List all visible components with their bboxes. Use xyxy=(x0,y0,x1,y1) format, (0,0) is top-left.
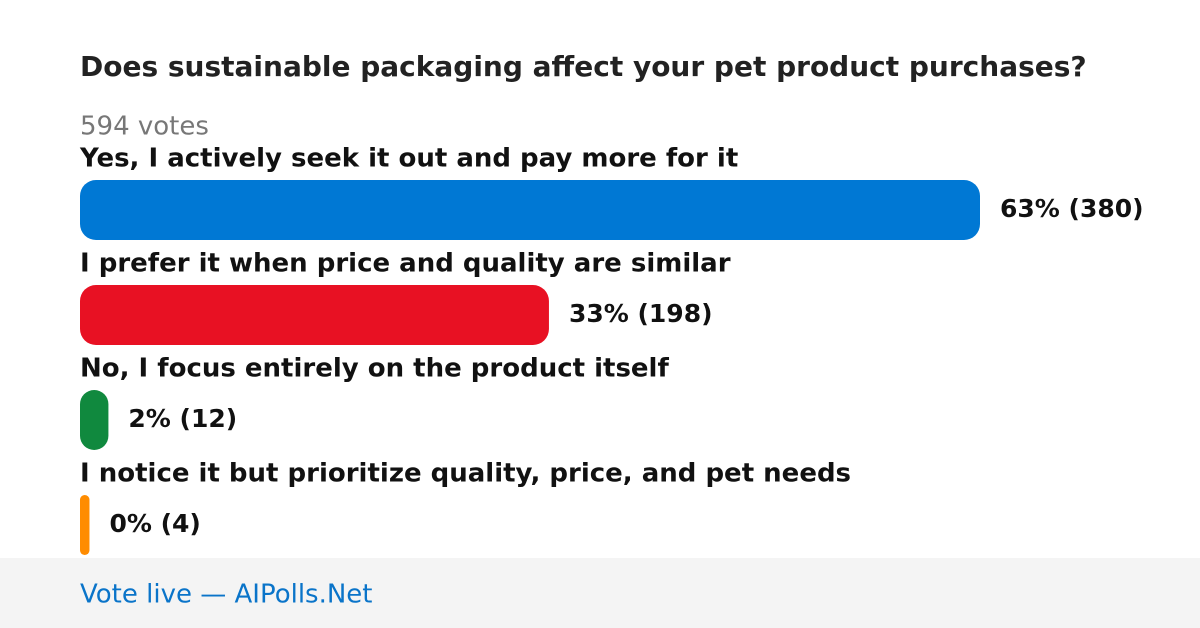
footer-link[interactable]: Vote live — AIPolls.Net xyxy=(80,580,373,610)
option-label: No, I focus entirely on the product itse… xyxy=(80,354,669,384)
option-label: I notice it but prioritize quality, pric… xyxy=(80,459,851,489)
footer-band xyxy=(0,558,1200,628)
option-label: Yes, I actively seek it out and pay more… xyxy=(79,144,738,174)
value-label: 2% (12) xyxy=(128,404,237,433)
value-label: 63% (380) xyxy=(1000,194,1144,223)
vote-count: 594 votes xyxy=(80,112,209,142)
poll-title: Does sustainable packaging affect your p… xyxy=(80,50,1087,83)
bar xyxy=(80,285,549,345)
bar xyxy=(80,180,980,240)
option-label: I prefer it when price and quality are s… xyxy=(80,249,731,279)
bar xyxy=(80,390,109,450)
value-label: 33% (198) xyxy=(569,299,713,328)
bar xyxy=(80,495,90,555)
value-label: 0% (4) xyxy=(109,509,200,538)
